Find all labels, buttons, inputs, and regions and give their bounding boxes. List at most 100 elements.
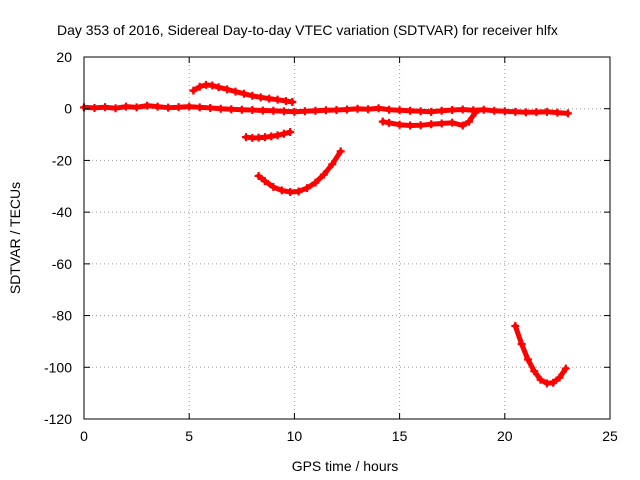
data-point [353,104,362,113]
data-point [500,107,509,116]
data-point [532,108,541,117]
data-point [416,107,425,116]
data-point [549,378,558,387]
data-point [223,85,232,94]
data-point [406,106,415,115]
series-arc-morning [189,80,297,106]
series-trace [256,148,344,195]
x-tick-label: 15 [392,428,408,444]
data-point [364,105,373,114]
data-point [427,120,436,129]
data-point [206,103,215,112]
axis-ticks: 0 5 10 15 20 25 20 0 -20 -40 -60 -80 -100 -120 [44,49,618,444]
data-point [132,103,141,112]
data-point [523,355,532,364]
data-point [563,109,572,118]
data-point [248,91,257,100]
data-point [254,171,263,180]
data-point [448,106,457,115]
y-tick-label: -20 [52,152,72,168]
y-tick-label: 0 [64,101,72,117]
data-point [208,81,217,90]
data-point [277,186,286,195]
data-point [490,106,499,115]
data-point [265,94,274,103]
data-point [427,107,436,116]
data-point [174,103,183,112]
data-point [406,121,415,130]
data-point [437,106,446,115]
data-point [555,373,564,382]
data-point [521,108,530,117]
data-point [385,105,394,114]
x-tick-label: 0 [80,428,88,444]
x-tick-label: 25 [602,428,618,444]
data-point [227,105,236,114]
data-point [530,367,539,376]
data-point [279,107,288,116]
plot-frame [83,56,611,420]
data-point [332,106,341,115]
data-point [471,108,480,117]
data-point [553,108,562,117]
data-point [248,106,257,115]
data-point [319,170,328,179]
grid [84,57,610,419]
series-segment-afternoon [378,108,480,130]
data-point [288,97,297,106]
data-point [279,129,288,138]
data-point [153,102,162,111]
series-trace [512,323,569,386]
data-point [542,107,551,116]
data-point [269,106,278,115]
y-tick-label: -100 [44,359,72,375]
data-point [321,106,330,115]
data-point [385,118,394,127]
data-point [216,104,225,113]
data-point [189,86,198,95]
data-point [458,105,467,114]
data-point [437,119,446,128]
data-point [90,103,99,112]
data-point [231,87,240,96]
data-point [237,105,246,114]
data-point [336,147,345,156]
data-point [273,95,282,104]
data-point [195,82,204,91]
x-tick-label: 20 [497,428,513,444]
data-point [256,93,265,102]
data-point [395,106,404,115]
data-point [260,177,269,186]
data-point [143,101,152,110]
data-point [111,104,120,113]
x-axis-label: GPS time / hours [292,458,399,474]
data-point [294,187,303,196]
series-dip-midday [254,147,345,196]
data-point [311,178,320,187]
data-point [378,117,387,126]
y-tick-label: 20 [56,49,72,65]
data-point [561,364,570,373]
data-point [395,120,404,129]
data-point [511,107,520,116]
series-layer [80,80,572,388]
data-point [195,103,204,112]
data-point [290,107,299,116]
data-point [300,107,309,116]
chart-title: Day 353 of 2016, Sidereal Day-to-day VTE… [57,22,558,38]
x-tick-label: 5 [185,428,193,444]
x-tick-label: 10 [287,428,303,444]
data-point [517,340,526,349]
data-point [101,103,110,112]
y-tick-label: -120 [44,411,72,427]
series-dip-evening [511,321,570,388]
data-point [311,106,320,115]
data-point [164,103,173,112]
data-point [239,89,248,98]
data-point [448,118,457,127]
data-point [122,102,131,111]
data-point [416,121,425,130]
data-point [343,105,351,114]
data-point [458,121,467,130]
